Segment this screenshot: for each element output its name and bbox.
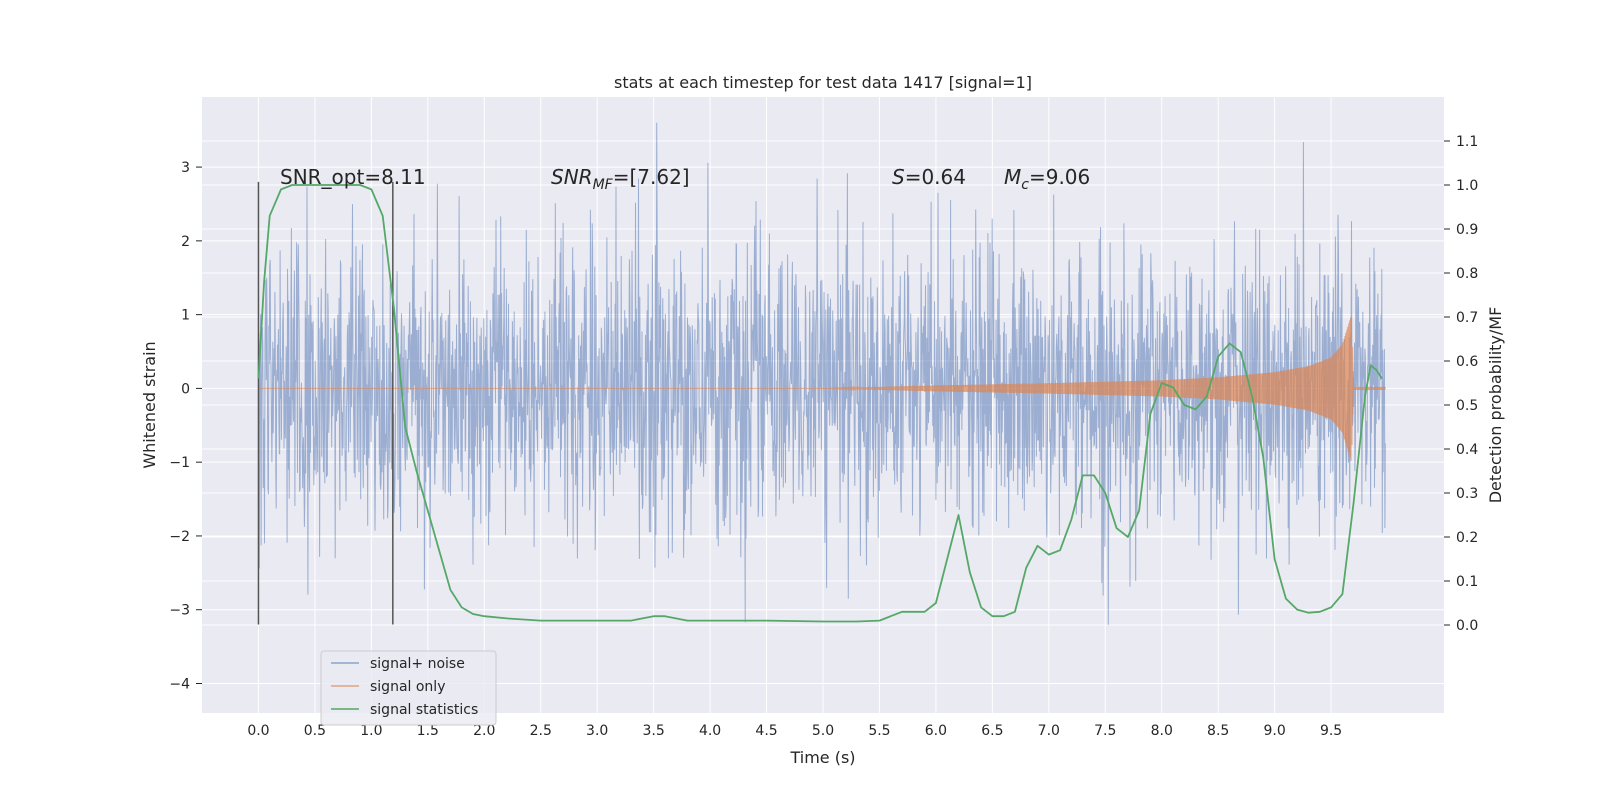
x-tick-label: 2.5 [530,723,552,739]
annotation-mc: Mc=9.06 [1004,165,1090,193]
x-tick-label: 7.0 [1038,723,1060,739]
y-tick-label: 0 [181,381,190,397]
y-tick-label: 1 [181,308,190,324]
y-tick-label: −4 [169,676,190,692]
x-tick-label: 0.5 [304,723,326,739]
legend-label-stats: signal statistics [370,702,478,718]
annotation-snr-mf: SNRMF=[7.62] [551,165,690,193]
x-tick-label: 5.5 [868,723,890,739]
y-tick-label: 3 [181,160,190,176]
x-tick-label: 6.5 [981,723,1003,739]
x-tick-label: 6.0 [925,723,947,739]
x-tick-label: 2.0 [473,723,495,739]
x-tick-label: 3.5 [643,723,665,739]
noise-trace [258,122,1386,625]
y-tick-label: −2 [169,529,190,545]
signal-trace [258,316,1386,461]
y2-tick-label: 1.0 [1456,178,1478,194]
annotation-snr-opt: SNR_opt=8.11 [280,165,426,189]
x-tick-label: 8.5 [1207,723,1229,739]
y2-tick-label: 0.3 [1456,486,1478,502]
x-tick-label: 0.0 [247,723,269,739]
x-tick-label: 4.5 [755,723,777,739]
y-tick-label: 2 [181,234,190,250]
x-tick-label: 9.0 [1264,723,1286,739]
y2-tick-label: 0.4 [1456,442,1478,458]
y2-tick-label: 1.1 [1456,134,1478,150]
x-tick-label: 1.5 [417,723,439,739]
x-tick-label: 3.0 [586,723,608,739]
stats-line [257,184,1383,623]
y2-tick-label: 0.7 [1456,310,1478,326]
y2-tick-label: 0.0 [1456,618,1478,634]
y2-axis-label: Detection probability/MF [1486,307,1505,504]
legend-box [320,650,497,726]
x-axis-label: Time (s) [789,748,855,767]
x-tick-label: 8.0 [1151,723,1173,739]
y-axis-label: Whitened strain [140,341,159,468]
x-tick-label: 7.5 [1094,723,1116,739]
annotation-s: S=0.64 [892,165,966,189]
y2-tick-label: 0.1 [1456,574,1478,590]
y2-tick-label: 0.9 [1456,222,1478,238]
x-tick-label: 9.5 [1320,723,1342,739]
legend-label-signal: signal only [370,679,445,695]
chart-title: stats at each timestep for test data 141… [614,73,1032,92]
y2-tick-label: 0.8 [1456,266,1478,282]
y-tick-label: −3 [169,603,190,619]
x-tick-label: 1.0 [360,723,382,739]
legend-label-noise: signal+ noise [370,656,465,672]
y2-tick-label: 0.5 [1456,398,1478,414]
x-tick-label: 5.0 [812,723,834,739]
legend: signal+ noise signal only signal statist… [320,650,497,726]
y-tick-label: −1 [169,455,190,471]
x-tick-label: 4.0 [699,723,721,739]
y2-tick-label: 0.6 [1456,354,1478,370]
y2-tick-label: 0.2 [1456,530,1478,546]
